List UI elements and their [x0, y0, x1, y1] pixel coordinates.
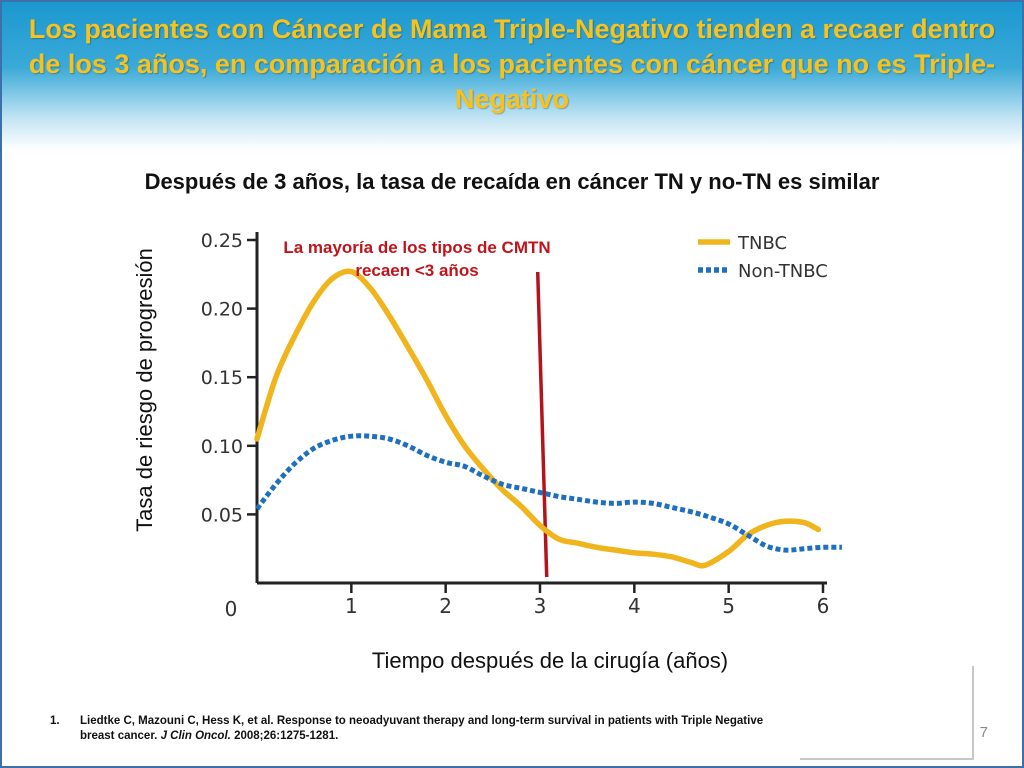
tnbc-series-line [254, 268, 822, 569]
title-banner [0, 0, 1024, 150]
footnote-number: 1. [50, 715, 60, 727]
x-tick-label: 5 [722, 594, 735, 618]
footnote-text: Liedtke C, Mazouni C, Hess K, et al. Res… [80, 714, 800, 744]
x-tick-label: 2 [439, 594, 452, 618]
footnote-journal: J Clin Oncol. [160, 730, 231, 742]
legend-label-non-tnbc: Non-TNBC [738, 261, 828, 282]
non-tnbc-series-line [255, 433, 842, 553]
slide-number: 7 [979, 724, 988, 741]
footnote-ref: 2008;26:1275-1281. [234, 730, 339, 742]
slide-title: Los pacientes con Cáncer de Mama Triple-… [28, 14, 996, 114]
x-tick-label: 4 [628, 594, 641, 618]
x-tick-label: 3 [534, 594, 547, 618]
x-tick-label: 0 [225, 597, 238, 621]
three-year-marker-line [535, 271, 549, 578]
slide-subtitle: Después de 3 años, la tasa de recaída en… [144, 169, 880, 194]
y-tick-label: 0.25 [201, 230, 243, 252]
y-axis-label: Tasa de riesgo de progresión [132, 248, 157, 532]
legend-label-tnbc: TNBC [737, 233, 787, 254]
x-tick-label: 1 [345, 594, 358, 618]
y-tick-label: 0.15 [201, 367, 243, 389]
hazard-rate-chart: 0.25 0.20 0.15 0.10 0.05 0 1 2 3 4 5 6 TNBC Non-TNBC [118, 220, 858, 682]
chart-annotation: La mayoría de los tipos de CMTN recaen <… [283, 238, 551, 280]
x-axis-label: Tiempo después de la cirugía (años) [371, 648, 729, 673]
y-tick-label: 0.20 [201, 299, 243, 321]
footnote-citation: Liedtke C, Mazouni C, Hess K, et al. Res… [80, 715, 764, 742]
y-tick-label: 0.10 [201, 436, 243, 458]
y-tick-label: 0.05 [201, 504, 243, 526]
x-tick-label: 6 [817, 594, 830, 618]
corner-frame-decoration [800, 666, 974, 760]
chart-canvas: 0.25 0.20 0.15 0.10 0.05 0 1 2 3 4 5 6 TNBC Non-TNBC [201, 230, 842, 621]
